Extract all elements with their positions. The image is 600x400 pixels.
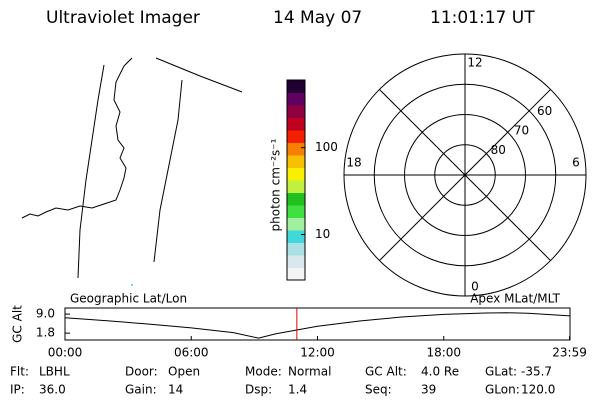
info-label: Mode: [245,365,282,379]
info-value: 14 [168,383,183,397]
colorbar-segment [287,242,305,256]
colorbar-segment [287,155,305,168]
colorbar-segment [287,267,305,281]
info-value: 39 [421,383,436,397]
colorbar-label: photon cm⁻²s⁻¹ [269,138,283,231]
info-value: 36.0 [39,383,66,397]
left-label: Geographic Lat/Lon [70,292,187,306]
info-label: GLat: [485,365,517,379]
colorbar-segment [287,130,305,143]
mlt-label: 12 [467,56,482,70]
colorbar-segment [287,217,305,231]
mlt-label: 6 [572,156,580,170]
time: 11:01:17 UT [430,8,535,28]
colorbar-segment [287,117,305,131]
info-value: 120.0 [521,383,555,397]
x-tick-label: 18:00 [426,346,461,360]
info-label: Seq: [365,383,392,397]
colorbar-segment [287,230,305,243]
info-value: LBHL [39,365,70,379]
colorbar-segment [287,255,305,268]
colorbar-segment [287,142,305,156]
y-tick-label: 9.0 [36,307,55,321]
colorbar-segment [287,167,305,181]
lat-label: 60 [537,104,552,118]
info-value: Open [168,365,200,379]
info-value: -35.7 [521,365,552,379]
x-tick-label: 06:00 [174,346,209,360]
colorbar-segment [287,180,305,193]
map-outlines [21,57,243,286]
right-label: Apex MLat/MLT [470,292,560,306]
x-tick-label: 23:59 [552,346,587,360]
colorbar-tick-label: 10 [315,227,330,241]
info-label: IP: [10,383,25,397]
info-value: 4.0 Re [421,365,459,379]
lat-label: 80 [491,143,506,157]
colorbar-segment [287,105,305,118]
info-value: 1.4 [288,383,307,397]
colorbar-segment [287,192,305,206]
date: 14 May 07 [273,8,362,28]
x-tick-label: 12:00 [300,346,335,360]
colorbar-segment [287,205,305,218]
colorbar-frame [286,79,306,281]
info-label: Dsp: [245,383,272,397]
altitude-curve [64,312,571,339]
y-tick-label: 1.8 [36,326,55,340]
info-label: GLon: [485,383,520,397]
y-axis-label: GC Alt [11,305,25,343]
info-label: Gain: [125,383,157,397]
info-label: GC Alt: [365,365,407,379]
lat-label: 70 [514,123,529,137]
mlt-label: 18 [346,156,361,170]
x-tick-label: 00:00 [48,346,83,360]
colorbar-segment [287,92,305,106]
mlt-label: 0 [471,280,479,294]
colorbar-tick-label: 100 [315,140,338,154]
instrument: Ultraviolet Imager [46,8,200,28]
info-value: Normal [288,365,331,379]
colorbar-segment [287,80,305,93]
info-label: Door: [125,365,158,379]
info-label: Flt: [10,365,29,379]
